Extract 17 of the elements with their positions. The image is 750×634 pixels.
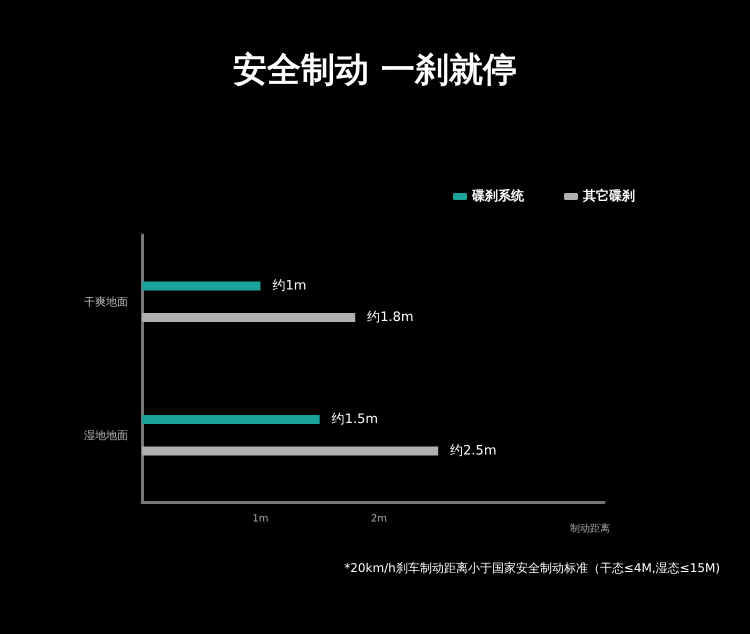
y-tick-label: 湿地地面 xyxy=(84,428,128,442)
text: *20km/h刹车制动距离小于国家安全制动标准（干态≤4M,湿态≤15M) xyxy=(344,561,720,575)
x-tick-label: 2m xyxy=(370,514,387,524)
data-label: 约1m xyxy=(272,278,306,294)
x-axis-title: 制动距离 xyxy=(570,522,610,534)
chart-title: 安全制动 一刹就停 xyxy=(233,50,517,90)
bar xyxy=(142,313,356,322)
data-label: 约2.5m xyxy=(450,444,496,458)
data-label: 约1.8m xyxy=(367,310,414,325)
bar xyxy=(142,415,320,424)
data-label: 约1.5m xyxy=(332,412,378,427)
x-tick-label: 1m xyxy=(252,514,269,524)
legend-label: 碟刹系统 xyxy=(471,188,525,204)
bar xyxy=(142,282,260,290)
y-tick-label: 干爽地面 xyxy=(84,295,128,308)
legend-label: 其它碟刹 xyxy=(582,188,635,204)
bar xyxy=(142,446,438,456)
